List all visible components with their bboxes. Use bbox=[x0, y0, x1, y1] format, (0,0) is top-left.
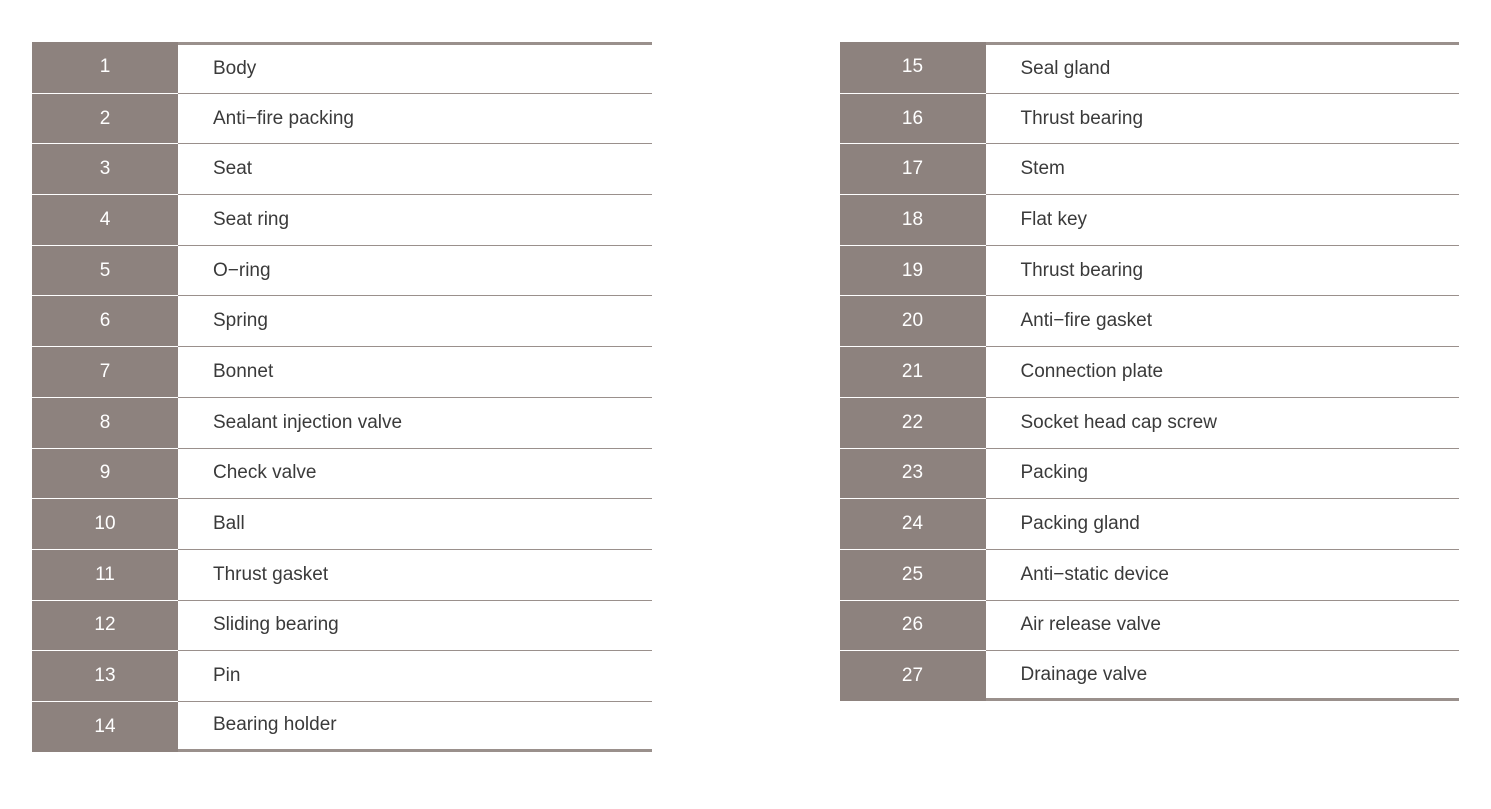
table-row: 18Flat key bbox=[840, 194, 1460, 245]
table-row: 1Body bbox=[32, 42, 652, 93]
part-label-cell: Bearing holder bbox=[178, 701, 652, 752]
part-number-cell: 12 bbox=[32, 600, 178, 651]
table-row: 17Stem bbox=[840, 143, 1460, 194]
part-label-cell: Anti−fire gasket bbox=[986, 295, 1460, 346]
part-number-cell: 16 bbox=[840, 93, 986, 144]
table-row: 10Ball bbox=[32, 498, 652, 549]
part-number-cell: 18 bbox=[840, 194, 986, 245]
part-number-cell: 6 bbox=[32, 295, 178, 346]
part-number-cell: 25 bbox=[840, 549, 986, 600]
part-label-cell: Sliding bearing bbox=[178, 600, 652, 651]
part-number-cell: 13 bbox=[32, 650, 178, 701]
part-label-cell: Drainage valve bbox=[986, 650, 1460, 701]
part-number-cell: 10 bbox=[32, 498, 178, 549]
part-label-cell: Thrust bearing bbox=[986, 245, 1460, 296]
part-label-cell: Anti−fire packing bbox=[178, 93, 652, 144]
part-number-cell: 19 bbox=[840, 245, 986, 296]
part-label-cell: Ball bbox=[178, 498, 652, 549]
table-row: 20Anti−fire gasket bbox=[840, 295, 1460, 346]
table-row: 26Air release valve bbox=[840, 600, 1460, 651]
table-row: 16Thrust bearing bbox=[840, 93, 1460, 144]
parts-table-right: 15Seal gland16Thrust bearing17Stem18Flat… bbox=[840, 42, 1460, 767]
part-label-cell: Packing gland bbox=[986, 498, 1460, 549]
part-label-cell: Air release valve bbox=[986, 600, 1460, 651]
table-row: 2Anti−fire packing bbox=[32, 93, 652, 144]
table-row: 23Packing bbox=[840, 448, 1460, 499]
part-label-cell: Bonnet bbox=[178, 346, 652, 397]
part-number-cell: 5 bbox=[32, 245, 178, 296]
part-label-cell: Flat key bbox=[986, 194, 1460, 245]
part-label-cell: Stem bbox=[986, 143, 1460, 194]
table-row: 21Connection plate bbox=[840, 346, 1460, 397]
part-label-cell: Sealant injection valve bbox=[178, 397, 652, 448]
part-number-cell: 20 bbox=[840, 295, 986, 346]
part-number-cell: 14 bbox=[32, 701, 178, 752]
table-row: 19Thrust bearing bbox=[840, 245, 1460, 296]
part-label-cell: Seat bbox=[178, 143, 652, 194]
part-number-cell: 23 bbox=[840, 448, 986, 499]
part-label-cell: Body bbox=[178, 42, 652, 93]
part-number-cell: 3 bbox=[32, 143, 178, 194]
part-number-cell: 4 bbox=[32, 194, 178, 245]
table-row: 8Sealant injection valve bbox=[32, 397, 652, 448]
part-number-cell: 11 bbox=[32, 549, 178, 600]
table-row: 4Seat ring bbox=[32, 194, 652, 245]
table-row: 6Spring bbox=[32, 295, 652, 346]
part-number-cell: 24 bbox=[840, 498, 986, 549]
table-row: 7Bonnet bbox=[32, 346, 652, 397]
part-number-cell: 9 bbox=[32, 448, 178, 499]
table-row: 27Drainage valve bbox=[840, 650, 1460, 701]
part-label-cell: Packing bbox=[986, 448, 1460, 499]
part-number-cell: 15 bbox=[840, 42, 986, 93]
table-row: 12Sliding bearing bbox=[32, 600, 652, 651]
part-label-cell: O−ring bbox=[178, 245, 652, 296]
part-number-cell: 27 bbox=[840, 650, 986, 701]
part-label-cell: Thrust bearing bbox=[986, 93, 1460, 144]
table-row: 11Thrust gasket bbox=[32, 549, 652, 600]
table-row: 14Bearing holder bbox=[32, 701, 652, 752]
part-label-cell: Seal gland bbox=[986, 42, 1460, 93]
part-label-cell: Anti−static device bbox=[986, 549, 1460, 600]
part-number-cell: 8 bbox=[32, 397, 178, 448]
table-row: 24Packing gland bbox=[840, 498, 1460, 549]
part-number-cell: 17 bbox=[840, 143, 986, 194]
table-row: 22Socket head cap screw bbox=[840, 397, 1460, 448]
part-number-cell: 26 bbox=[840, 600, 986, 651]
table-row: 9Check valve bbox=[32, 448, 652, 499]
part-number-cell: 2 bbox=[32, 93, 178, 144]
part-label-cell: Thrust gasket bbox=[178, 549, 652, 600]
table-row: 5O−ring bbox=[32, 245, 652, 296]
table-row: 15Seal gland bbox=[840, 42, 1460, 93]
part-label-cell: Pin bbox=[178, 650, 652, 701]
part-number-cell: 1 bbox=[32, 42, 178, 93]
part-label-cell: Socket head cap screw bbox=[986, 397, 1460, 448]
table-row: 25Anti−static device bbox=[840, 549, 1460, 600]
part-number-cell: 7 bbox=[32, 346, 178, 397]
part-label-cell: Connection plate bbox=[986, 346, 1460, 397]
table-row: 3Seat bbox=[32, 143, 652, 194]
parts-table-left: 1Body2Anti−fire packing3Seat4Seat ring5O… bbox=[32, 42, 652, 767]
table-row: 13Pin bbox=[32, 650, 652, 701]
part-number-cell: 22 bbox=[840, 397, 986, 448]
part-label-cell: Seat ring bbox=[178, 194, 652, 245]
part-number-cell: 21 bbox=[840, 346, 986, 397]
part-label-cell: Check valve bbox=[178, 448, 652, 499]
page-container: 1Body2Anti−fire packing3Seat4Seat ring5O… bbox=[0, 0, 1491, 809]
part-label-cell: Spring bbox=[178, 295, 652, 346]
